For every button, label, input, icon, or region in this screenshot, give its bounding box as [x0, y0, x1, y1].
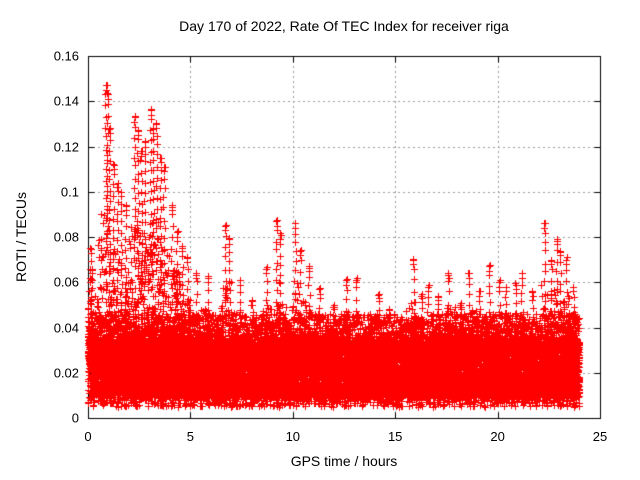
x-axis-label: GPS time / hours	[290, 453, 398, 469]
y-tick-label: 0.08	[53, 229, 79, 245]
chart-title: Day 170 of 2022, Rate Of TEC Index for r…	[179, 18, 509, 34]
y-tick-label: 0.14	[53, 93, 79, 109]
y-tick-label: 0.04	[53, 320, 79, 335]
y-tick-label: 0.02	[53, 365, 79, 381]
x-tick-label: 5	[186, 429, 195, 444]
x-tick-label: 20	[490, 429, 505, 444]
x-tick-label: 15	[387, 429, 403, 444]
x-tick-label: 25	[592, 429, 608, 444]
y-tick-label: 0.06	[53, 274, 79, 290]
y-axis-label: ROTI / TECUs	[13, 192, 29, 282]
y-tick-label: 0.1	[60, 184, 79, 200]
x-tick-label: 0	[84, 429, 92, 444]
y-tick-label: 0	[71, 410, 79, 426]
x-tick-label: 10	[285, 429, 301, 444]
y-tick-label: 0.16	[53, 48, 79, 64]
y-tick-label: 0.12	[53, 139, 79, 154]
